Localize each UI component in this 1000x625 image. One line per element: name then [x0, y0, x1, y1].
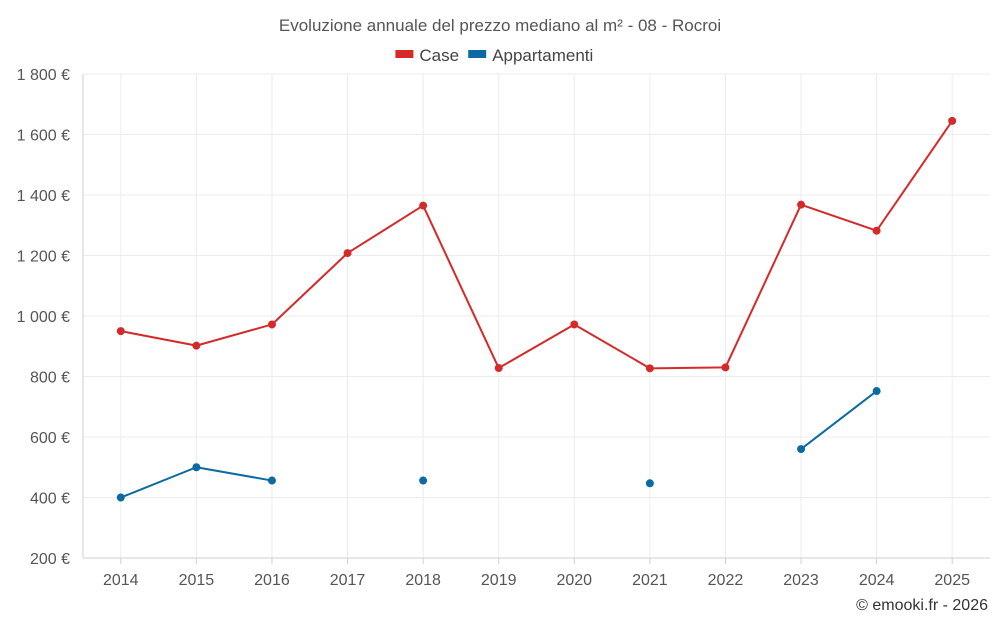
- data-point[interactable]: [646, 364, 654, 372]
- x-tick-label: 2014: [103, 572, 139, 589]
- series-line-segment: [121, 121, 952, 368]
- x-tick-label: 2017: [330, 572, 366, 589]
- data-point[interactable]: [721, 363, 729, 371]
- data-point[interactable]: [344, 249, 352, 257]
- x-tick-label: 2016: [254, 572, 290, 589]
- data-point[interactable]: [570, 320, 578, 328]
- x-tick-label: 2019: [481, 572, 517, 589]
- chart-title: Evoluzione annuale del prezzo mediano al…: [279, 16, 721, 35]
- data-point[interactable]: [948, 117, 956, 125]
- legend-swatch: [468, 50, 486, 58]
- data-point[interactable]: [646, 479, 654, 487]
- data-point[interactable]: [797, 201, 805, 209]
- copyright-credit: © emooki.fr - 2026: [856, 597, 988, 614]
- data-point[interactable]: [419, 477, 427, 485]
- x-tick-label: 2023: [783, 572, 819, 589]
- data-point[interactable]: [419, 202, 427, 210]
- data-point[interactable]: [268, 477, 276, 485]
- legend: Case Appartamenti: [395, 46, 593, 65]
- y-tick-label: 1 600 €: [17, 128, 70, 145]
- x-tick-label: 2015: [179, 572, 215, 589]
- grid-lines: [83, 74, 990, 558]
- series-line-segment: [801, 391, 877, 449]
- y-tick-label: 1 400 €: [17, 188, 70, 205]
- chart-canvas: Evoluzione annuale del prezzo mediano al…: [0, 0, 1000, 625]
- x-tick-label: 2021: [632, 572, 668, 589]
- data-point[interactable]: [117, 327, 125, 335]
- x-tick-label: 2020: [556, 572, 592, 589]
- data-point[interactable]: [192, 463, 200, 471]
- legend-label: Appartamenti: [492, 46, 593, 65]
- x-tick-label: 2018: [405, 572, 441, 589]
- y-tick-label: 1 000 €: [17, 309, 70, 326]
- legend-item-case[interactable]: Case: [395, 46, 459, 65]
- y-tick-label: 200 €: [30, 551, 70, 568]
- legend-label: Case: [419, 46, 459, 65]
- series-case: [117, 117, 956, 372]
- y-tick-label: 1 200 €: [17, 249, 70, 266]
- data-point[interactable]: [192, 342, 200, 350]
- y-tick-label: 800 €: [30, 370, 70, 387]
- y-tick-label: 1 800 €: [17, 67, 70, 84]
- data-point[interactable]: [268, 320, 276, 328]
- data-point[interactable]: [873, 387, 881, 395]
- x-tick-label: 2024: [859, 572, 895, 589]
- legend-item-appartamenti[interactable]: Appartamenti: [468, 46, 593, 65]
- x-tick-label: 2025: [934, 572, 970, 589]
- y-tick-label: 400 €: [30, 491, 70, 508]
- x-tick-label: 2022: [708, 572, 744, 589]
- y-axis-ticks: 200 € 400 € 600 € 800 € 1 000 € 1 200 € 1 400 …: [17, 67, 70, 568]
- data-point[interactable]: [797, 445, 805, 453]
- x-axis-ticks: 2014 2015 2016 2017 2018 2019 2020 2021 2022 2023…: [103, 558, 970, 589]
- y-tick-label: 600 €: [30, 430, 70, 447]
- legend-swatch: [395, 50, 413, 58]
- data-point[interactable]: [495, 364, 503, 372]
- data-point[interactable]: [117, 494, 125, 502]
- series-layer: [117, 117, 956, 502]
- data-point[interactable]: [873, 227, 881, 235]
